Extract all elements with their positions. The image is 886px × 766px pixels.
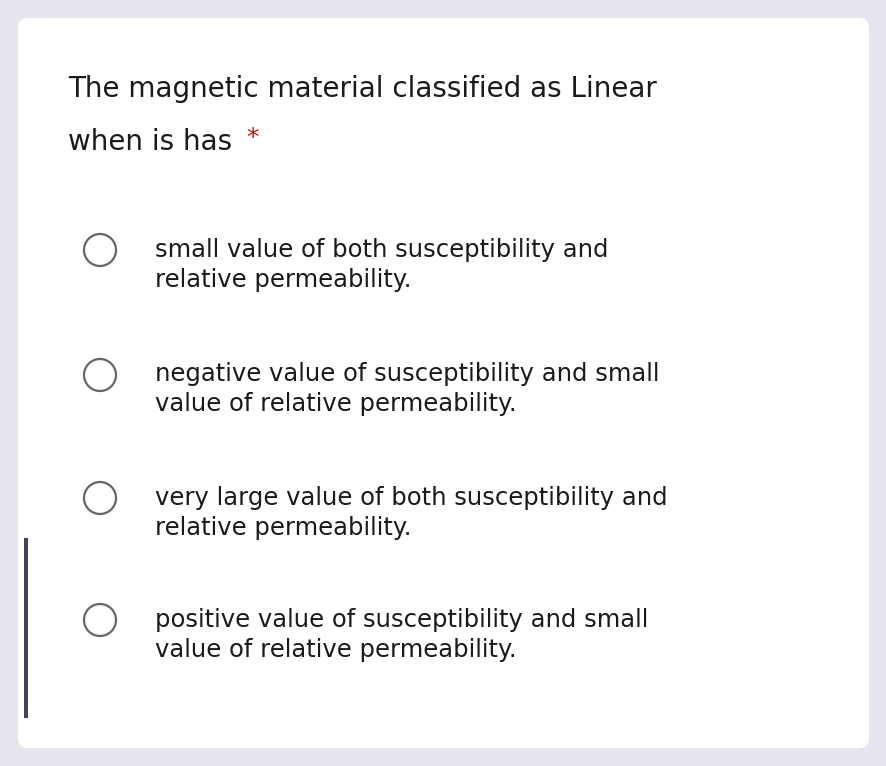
Bar bbox=[24, 538, 28, 718]
Text: positive value of susceptibility and small: positive value of susceptibility and sma… bbox=[155, 608, 648, 632]
Text: *: * bbox=[245, 126, 258, 150]
Text: value of relative permeability.: value of relative permeability. bbox=[155, 638, 516, 662]
Text: relative permeability.: relative permeability. bbox=[155, 516, 411, 540]
FancyBboxPatch shape bbox=[18, 18, 868, 748]
Text: The magnetic material classified as Linear: The magnetic material classified as Line… bbox=[68, 75, 657, 103]
Text: small value of both susceptibility and: small value of both susceptibility and bbox=[155, 238, 608, 262]
Text: when is has: when is has bbox=[68, 128, 232, 156]
Text: negative value of susceptibility and small: negative value of susceptibility and sma… bbox=[155, 362, 659, 386]
Text: relative permeability.: relative permeability. bbox=[155, 268, 411, 292]
Text: value of relative permeability.: value of relative permeability. bbox=[155, 392, 516, 416]
Text: very large value of both susceptibility and: very large value of both susceptibility … bbox=[155, 486, 667, 510]
